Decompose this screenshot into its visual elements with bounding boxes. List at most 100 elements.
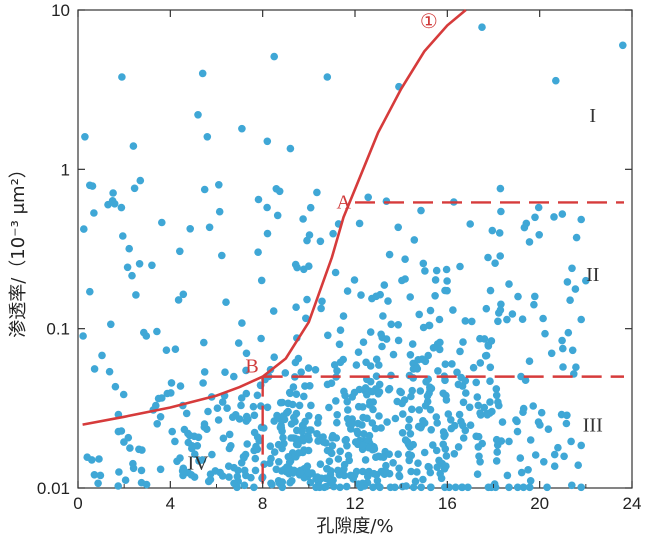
- data-point: [456, 262, 464, 271]
- data-point: [114, 482, 122, 490]
- data-point: [324, 475, 333, 484]
- data-point: [419, 475, 427, 484]
- x-tick-label: 8: [258, 494, 267, 513]
- data-point: [498, 418, 507, 426]
- point-a-label: A: [337, 191, 352, 213]
- data-point: [306, 203, 315, 212]
- data-point: [119, 390, 128, 399]
- data-point: [208, 450, 216, 459]
- data-point: [263, 403, 272, 412]
- data-point: [281, 369, 290, 377]
- data-point: [451, 483, 460, 492]
- data-point: [263, 203, 271, 212]
- data-point: [109, 189, 117, 197]
- data-point: [566, 296, 574, 305]
- data-point: [119, 232, 127, 240]
- data-point: [541, 329, 549, 338]
- data-point: [176, 247, 184, 256]
- data-point: [383, 418, 391, 426]
- data-point: [454, 380, 463, 389]
- data-point: [130, 184, 139, 193]
- data-point: [429, 344, 438, 352]
- data-point: [369, 483, 377, 492]
- data-point: [461, 426, 470, 435]
- data-point: [304, 469, 313, 477]
- data-point: [435, 315, 444, 324]
- data-point: [188, 442, 196, 450]
- data-point: [272, 465, 281, 474]
- data-point: [564, 328, 573, 337]
- data-point: [456, 347, 464, 356]
- data-point: [303, 295, 311, 304]
- axis-ticks: 0 4 8 12 16 20 24 0.01 0.1 1 10: [37, 1, 642, 513]
- data-point: [484, 342, 493, 350]
- data-point: [156, 413, 165, 421]
- data-point: [333, 411, 342, 419]
- data-point: [419, 259, 428, 268]
- data-point: [304, 364, 313, 372]
- data-point: [432, 446, 441, 455]
- data-point: [415, 406, 424, 414]
- data-point: [449, 306, 457, 314]
- data-point: [269, 307, 278, 315]
- data-point: [539, 314, 547, 323]
- data-point: [200, 185, 209, 194]
- data-point: [371, 424, 380, 433]
- data-point: [242, 471, 250, 480]
- region-label: III: [583, 415, 603, 437]
- data-point: [316, 237, 325, 246]
- data-point: [409, 483, 418, 492]
- data-point: [366, 328, 375, 336]
- data-point: [495, 229, 504, 237]
- data-point: [301, 382, 309, 390]
- data-point: [179, 290, 188, 299]
- data-point: [441, 376, 449, 385]
- data-point: [567, 437, 575, 446]
- data-point: [469, 363, 478, 372]
- data-point: [276, 423, 285, 432]
- data-point: [336, 326, 345, 335]
- data-point: [521, 376, 530, 385]
- y-tick-label: 0.1: [46, 320, 70, 339]
- data-point: [359, 338, 368, 347]
- data-point: [427, 426, 436, 434]
- data-point: [249, 402, 258, 411]
- data-point: [279, 412, 288, 420]
- data-point: [140, 328, 148, 337]
- data-point: [497, 300, 505, 309]
- data-point: [176, 382, 185, 390]
- data-point: [348, 393, 357, 401]
- data-point: [238, 124, 246, 133]
- data-point: [458, 483, 466, 492]
- data-point: [254, 248, 262, 256]
- data-point: [432, 413, 441, 421]
- data-point: [331, 268, 340, 277]
- data-point: [468, 317, 476, 326]
- data-point: [294, 440, 302, 449]
- data-point: [368, 419, 377, 427]
- data-point: [408, 386, 417, 395]
- region-label: IV: [187, 452, 209, 474]
- data-point: [354, 419, 362, 428]
- data-point: [474, 432, 483, 441]
- data-point: [311, 366, 320, 374]
- data-point: [348, 420, 357, 428]
- data-point: [432, 266, 441, 275]
- data-point: [333, 418, 341, 427]
- data-point: [407, 392, 415, 401]
- x-tick-label: 4: [166, 494, 175, 513]
- data-point: [117, 427, 126, 435]
- data-point: [234, 339, 243, 347]
- data-point: [512, 416, 520, 424]
- data-point: [431, 276, 440, 284]
- data-point: [195, 457, 203, 465]
- data-point: [406, 293, 415, 301]
- data-point: [79, 332, 87, 340]
- data-point: [110, 200, 119, 208]
- data-point: [339, 312, 348, 320]
- data-point: [354, 348, 363, 357]
- data-point: [435, 345, 444, 354]
- data-point: [441, 430, 449, 439]
- data-point: [486, 286, 495, 295]
